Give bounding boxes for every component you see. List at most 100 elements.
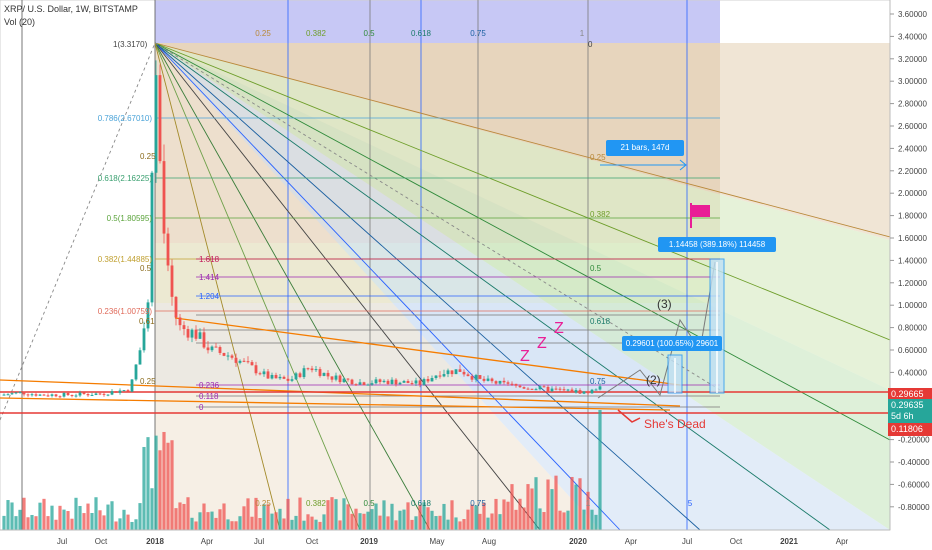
time-tick-label: Oct: [306, 537, 319, 546]
fib-time-label-bottom: 0.75: [470, 499, 486, 508]
volume-bar: [282, 518, 286, 530]
dead-arrow: [617, 409, 641, 423]
candle-body: [406, 380, 410, 384]
candle-body: [290, 379, 294, 381]
time-tick-label: 2021: [780, 537, 798, 546]
volume-bar: [318, 521, 322, 530]
candle-body: [566, 389, 570, 391]
volume-bar: [150, 488, 154, 530]
candle-body: [38, 394, 42, 396]
candle-body: [350, 379, 354, 385]
volume-bar: [346, 504, 350, 530]
time-tick-label: Oct: [95, 537, 108, 546]
candle-body: [550, 388, 554, 392]
candle-body: [254, 365, 258, 374]
volume-bar: [178, 502, 182, 530]
price-tick-label: 0.80000: [898, 324, 927, 333]
candle-body: [190, 329, 194, 338]
candle-body: [174, 296, 178, 318]
candle-body: [210, 346, 214, 351]
fib-time-label-bottom: 1: [586, 499, 591, 508]
candle-body: [158, 75, 162, 162]
volume-bar: [66, 511, 70, 530]
candle-body: [534, 389, 538, 391]
candle-body: [590, 389, 594, 394]
candle-body: [62, 392, 66, 397]
fan-shade-blue: [155, 43, 890, 530]
candle-body: [106, 394, 110, 396]
candle-body: [478, 375, 482, 379]
volume-bar: [274, 512, 278, 530]
time-tick-label: 2018: [146, 537, 164, 546]
price-tick-label: 1.40000: [898, 256, 927, 265]
volume-bar: [2, 515, 6, 530]
volume-bar: [558, 510, 562, 530]
volume-bar: [230, 521, 234, 530]
candle-body: [10, 393, 14, 395]
measure-big-callout: 1.14458 (389.18%) 114458: [658, 237, 776, 252]
volume-bar: [498, 514, 502, 530]
candle-body: [218, 347, 222, 353]
volume-bar: [162, 431, 166, 530]
gann-fan-lines: [0, 42, 891, 531]
volume-bar: [110, 501, 114, 530]
candle-body: [282, 376, 286, 379]
fib-retracement-labels: 0.786(2.67010) 0.618(2.16225) 0.5(1.80595)…: [98, 114, 153, 316]
volume-bar: [594, 514, 598, 530]
candle-body: [398, 382, 402, 385]
volume-bar: [334, 499, 338, 530]
left-marker: 0.25: [140, 377, 156, 386]
candle-body: [586, 391, 590, 394]
volume-bar: [82, 513, 86, 530]
candle-body: [422, 378, 426, 385]
candle-body: [454, 369, 458, 375]
candle-body: [382, 380, 386, 382]
volume-bar: [414, 516, 418, 530]
candle-body: [354, 384, 358, 386]
candle-body: [594, 389, 598, 391]
volume-bar: [262, 504, 266, 530]
time-tick-label: Jul: [682, 537, 692, 546]
candle-body: [582, 391, 586, 394]
candle-body: [22, 391, 26, 395]
price-tick-label: 3.20000: [898, 55, 927, 64]
flag-icon: [690, 203, 710, 228]
candle-body: [578, 390, 582, 394]
volume-bar: [278, 508, 282, 530]
volume-bar: [114, 521, 118, 530]
fib-top-zero-label: 0: [588, 40, 593, 49]
candle-body: [458, 369, 462, 372]
volume-bar: [242, 506, 246, 530]
time-tick-label: Apr: [625, 537, 638, 546]
candle-body: [446, 370, 450, 375]
candle-body: [514, 383, 518, 386]
volume-bar: [390, 503, 394, 530]
volume-bar: [570, 476, 574, 530]
price-axis: 3.60000 3.40000 3.20000 3.00000 2.80000 2.600…: [890, 10, 930, 512]
candle-body: [474, 375, 478, 380]
volume-bar: [6, 500, 10, 530]
candle-body: [166, 233, 170, 266]
volume-bar: [534, 477, 538, 530]
candle-body: [442, 374, 446, 377]
price-tick-label: 2.00000: [898, 189, 927, 198]
volume-bar: [562, 512, 566, 530]
candle-body: [506, 382, 510, 384]
volume-bar: [246, 498, 250, 530]
candle-body: [110, 391, 114, 395]
candle-body: [486, 378, 490, 381]
volume-bar: [350, 513, 354, 530]
candle-body: [498, 380, 502, 384]
time-tick-label: Aug: [482, 537, 496, 546]
fan-label: 0.75: [590, 377, 606, 386]
candle-body: [386, 380, 390, 384]
volume-bar: [598, 410, 602, 530]
volume-bar: [582, 509, 586, 530]
price-tick-label: -0.40000: [898, 458, 930, 467]
candle-body: [310, 368, 314, 371]
volume-bar: [226, 519, 230, 530]
dead-label: She's Dead: [644, 417, 706, 431]
volume-bar: [118, 518, 122, 530]
fib-time-labels-bottom: 0.25 0.382 0.5 0.618 0.75 1 5: [255, 499, 693, 508]
